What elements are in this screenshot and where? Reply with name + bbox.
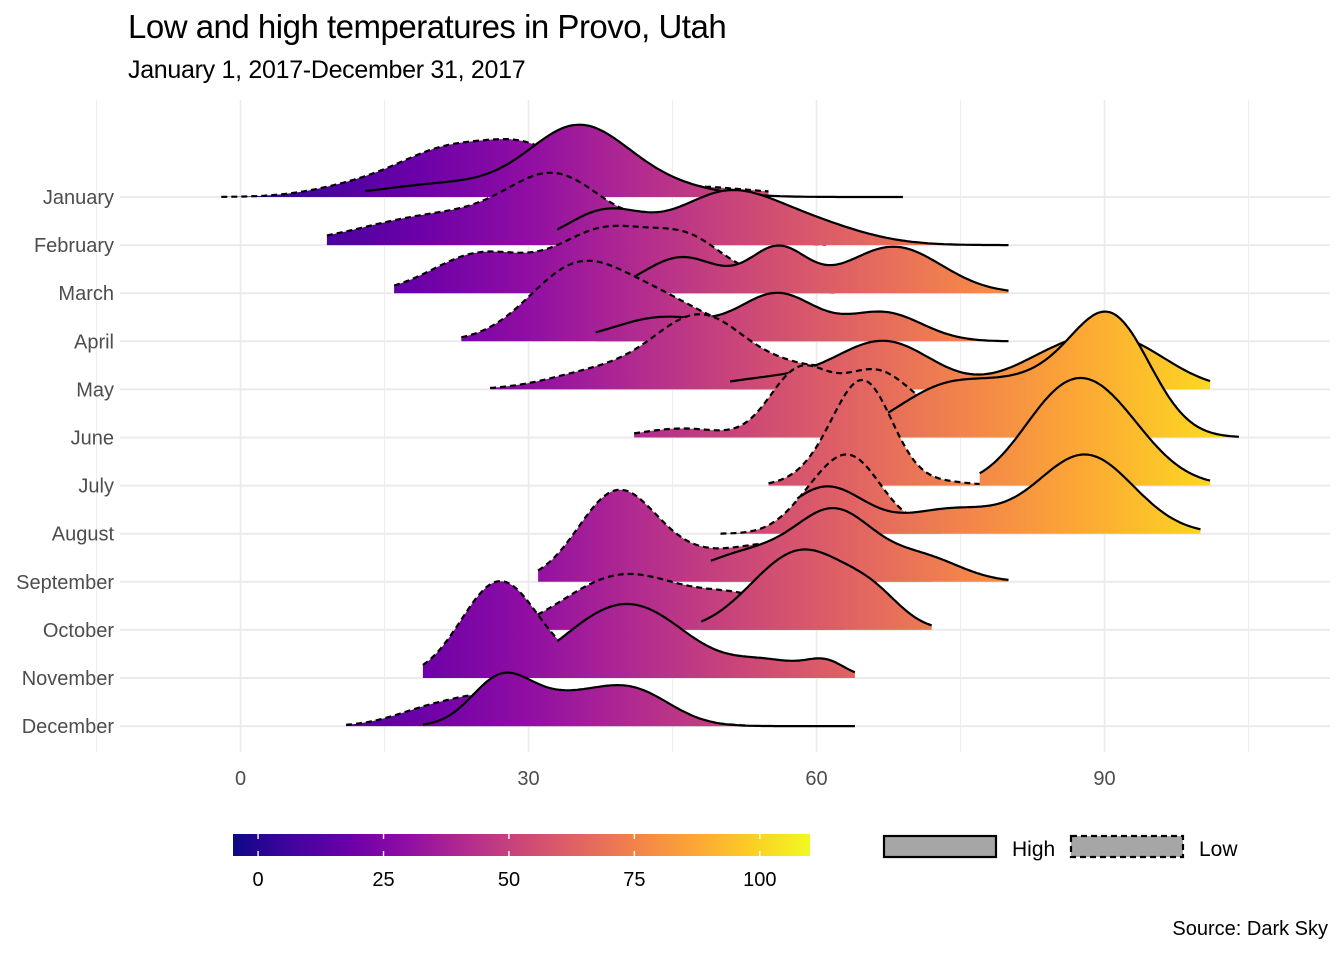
density-fill-high [422,672,855,727]
density-fill-high [557,604,855,678]
density-fill-high [797,454,1201,534]
density-line-low [490,313,932,389]
density-line-low [768,378,980,486]
density-line-high [700,548,933,627]
y-tick-label: April [74,331,114,353]
colorbar-tick-label: 50 [498,869,520,891]
x-axis-labels: 0 30 60 90 [235,768,1116,790]
colorbar-ticks: 0 25 50 75 100 [253,834,777,891]
y-tick-label: December [22,716,115,738]
legend-label-low: Low [1199,838,1238,861]
y-tick-label: June [71,428,114,450]
ridge-july [768,376,1211,486]
y-tick-label: May [76,379,114,401]
ridge-december [345,671,855,728]
density-line-high [845,310,1239,438]
legend-key-high [882,834,998,859]
density-fill-high [701,549,932,630]
density-fill-low [768,380,980,486]
y-tick-label: March [58,283,114,305]
chart-caption: Source: Dark Sky [1172,918,1328,940]
ridge-june [633,310,1239,438]
density-line-high [796,453,1201,531]
fill-legend: 0 25 50 75 100 [233,834,810,891]
density-fill-high [365,124,903,197]
density-line-low [461,259,904,339]
ridge-march [393,224,1009,294]
density-line-high [710,507,1009,581]
density-line-high [595,291,1009,343]
x-tick-label: 0 [235,768,246,790]
y-tick-label: October [43,620,114,642]
density-line-high [422,671,855,728]
x-tick-label: 60 [805,768,827,790]
y-tick-label: February [34,235,114,257]
legend-key-low [1069,834,1185,859]
legend: 0 25 50 75 100 High Low [233,834,1238,891]
density-fill-high [845,311,1239,438]
y-tick-label: July [78,476,114,498]
density-fill-high [979,378,1211,486]
x-tick-label: 90 [1093,768,1115,790]
density-fill-high [605,245,1009,294]
density-fill-low [422,581,779,678]
chart-title: Low and high temperatures in Provo, Utah [128,8,727,45]
density-line-high [979,376,1211,482]
linetype-legend: High Low [882,834,1238,861]
density-line-low [326,171,827,246]
density-line-high [605,244,1009,292]
density-line-high [365,123,903,199]
legend-label-high: High [1012,838,1055,861]
chart-subtitle: January 1, 2017-December 31, 2017 [128,56,526,84]
y-tick-label: September [16,572,114,594]
colorbar-tick-label: 100 [743,869,776,891]
ridge-january [221,123,903,199]
colorbar-tick-label: 25 [372,869,394,891]
y-tick-label: January [43,187,114,209]
ridges [221,123,1239,728]
y-tick-label: November [22,668,115,690]
x-tick-label: 30 [517,768,539,790]
density-line-high [556,602,856,674]
ridge-november [422,580,856,679]
y-tick-label: August [52,524,115,546]
colorbar-tick-label: 75 [623,869,645,891]
ridge-august [720,453,1201,535]
colorbar-tick-label: 0 [253,869,264,891]
density-line-high [556,188,1009,247]
fill-colorbar [233,834,810,856]
y-axis-labels: January February March April May June July Augu… [16,187,114,738]
